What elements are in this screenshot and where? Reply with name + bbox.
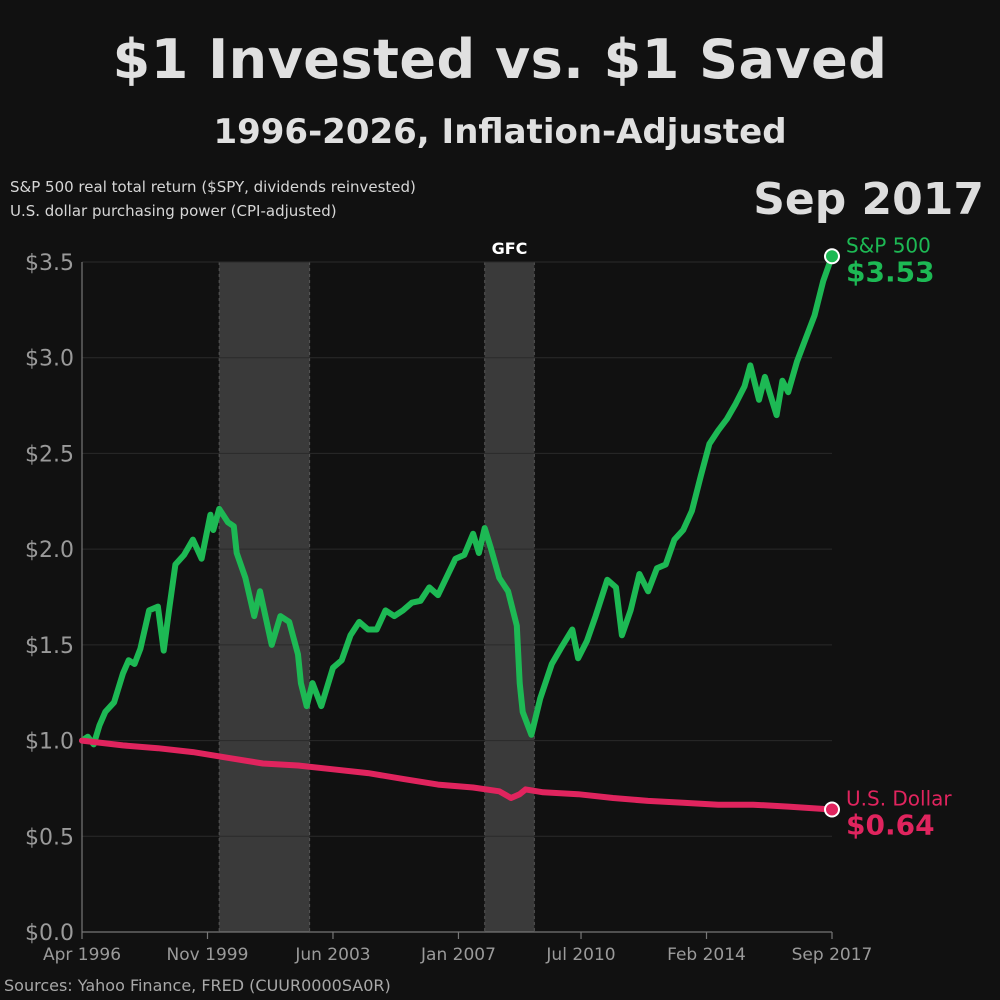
- x-tick-label: Apr 1996: [43, 945, 121, 965]
- series-end-name-u-s-dollar: U.S. Dollar: [846, 786, 952, 810]
- x-tick-label: Sep 2017: [792, 945, 873, 965]
- series-end-value-u-s-dollar: $0.64: [846, 808, 935, 841]
- axes: $0.0 $0.5 $1.0 $1.5 $2.0 $2.5 $3.0 $3.5 Apr 1996…: [25, 251, 872, 965]
- series-end-marker-s-p-500: [824, 248, 840, 265]
- x-tick-label: Jul 2010: [545, 945, 615, 965]
- y-tick-label: $0.5: [25, 825, 74, 850]
- y-tick-label: $1.5: [25, 634, 74, 659]
- grid-lines: [82, 261, 832, 933]
- series-lines: [79, 253, 835, 813]
- chart-title: $1 Invested vs. $1 Saved: [112, 28, 888, 91]
- y-tick-label: $2.0: [25, 538, 74, 563]
- series-line-u-s-dollar: [79, 737, 835, 813]
- x-tick-label: Nov 1999: [167, 945, 249, 965]
- series-end-value-s-p-500: $3.53: [846, 255, 935, 288]
- shaded-period-label: GFC: [492, 239, 528, 258]
- series-end-name-s-p-500: S&P 500: [846, 233, 931, 257]
- series-end-marker-u-s-dollar: [824, 801, 840, 818]
- y-tick-label: $3.5: [25, 251, 74, 276]
- y-tick-label: $2.5: [25, 442, 74, 467]
- x-tick-label: Jun 2003: [294, 945, 370, 965]
- end-labels: S&P 500$3.53 U.S. Dollar$0.64: [824, 233, 952, 841]
- shaded-period-1: [219, 262, 310, 932]
- legend-dollar-description: U.S. dollar purchasing power (CPI-adjust…: [10, 202, 337, 220]
- chart-subtitle: 1996-2026, Inflation-Adjusted: [213, 112, 787, 152]
- x-tick-label: Jan 2007: [420, 945, 496, 965]
- y-tick-label: $1.0: [25, 730, 74, 755]
- legend-sp500-description: S&P 500 real total return ($SPY, dividen…: [10, 178, 416, 196]
- shaded-periods: GFC: [218, 239, 535, 932]
- source-note: Sources: Yahoo Finance, FRED (CUUR0000SA…: [4, 976, 391, 995]
- series-line-s-p-500: [79, 253, 835, 748]
- x-tick-label: Feb 2014: [667, 945, 746, 965]
- current-date-stamp: Sep 2017: [753, 174, 984, 225]
- y-tick-label: $0.0: [25, 921, 74, 946]
- y-tick-label: $3.0: [25, 347, 74, 372]
